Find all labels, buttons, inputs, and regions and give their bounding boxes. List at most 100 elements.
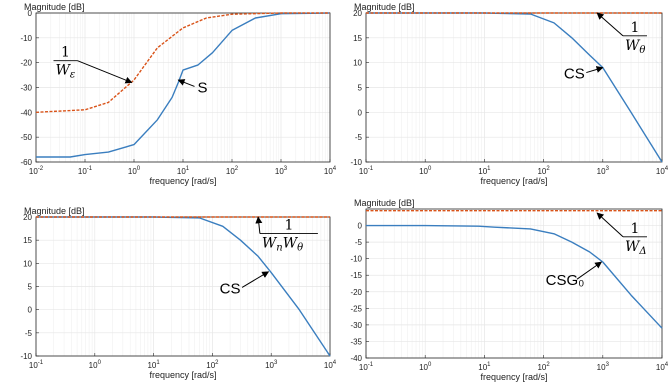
fraction-denominator: Wθ	[625, 38, 645, 56]
y-tick-label: -20	[20, 59, 32, 68]
chart-4: 10-1 100 101 102 103 104 0 -5 -10 -15 -20 -25 -30 -35…	[350, 198, 668, 382]
x-axis-label: frequency [rad/s]	[480, 176, 547, 186]
x-tick-label: 103	[597, 362, 610, 372]
y-tick-label: -10	[20, 34, 32, 43]
grid	[365, 12, 663, 163]
y-axis-label: Magnitude [dB]	[354, 198, 415, 208]
annotation-arrow	[596, 212, 624, 238]
y-tick-label: 20	[23, 213, 32, 222]
annotation: CSG₀	[546, 261, 603, 289]
y-tick-label: -60	[20, 158, 32, 167]
x-tick-label: 101	[478, 362, 491, 372]
annotation: 1 Wθ	[596, 12, 648, 56]
fraction-numerator: 1	[631, 221, 640, 237]
axes-box	[365, 208, 663, 359]
x-tick-label: 104	[656, 362, 668, 372]
fraction-denominator: Wε	[56, 63, 76, 81]
annotation-arrow	[177, 79, 195, 87]
x-tick-label: 104	[324, 166, 337, 176]
annotation: 1 Wε	[53, 45, 133, 84]
y-tick-label: -40	[350, 354, 362, 363]
y-tick-label: -35	[350, 337, 362, 346]
annotation-arrow	[255, 216, 263, 234]
x-tick-label: 10-1	[78, 166, 93, 176]
annotation-label: CS	[220, 280, 241, 297]
x-tick-label: 101	[478, 166, 491, 176]
x-tick-label: 101	[147, 360, 160, 370]
fraction-numerator: 1	[631, 20, 640, 36]
series-line-2	[35, 12, 330, 113]
x-tick-label: 103	[597, 166, 610, 176]
series-line-1	[366, 12, 663, 163]
y-axis-label: Magnitude [dB]	[24, 206, 85, 216]
y-tick-label: -30	[20, 84, 32, 93]
y-tick-label: -25	[350, 304, 362, 313]
y-tick-label: -50	[20, 133, 32, 142]
y-tick-label: 5	[28, 283, 33, 292]
x-tick-label: 103	[265, 360, 278, 370]
y-tick-label: -10	[350, 158, 362, 167]
y-tick-label: -20	[350, 288, 362, 297]
x-tick-label: 100	[89, 360, 102, 370]
y-tick-label: -10	[20, 352, 32, 361]
x-tick-label: 100	[419, 362, 432, 372]
fraction-numerator: 1	[61, 45, 70, 61]
x-tick-label: 10-1	[29, 360, 44, 370]
y-tick-label: -15	[350, 271, 362, 280]
annotation-arrow	[77, 60, 133, 84]
y-axis-label: Magnitude [dB]	[354, 2, 415, 12]
x-tick-label: 102	[537, 166, 550, 176]
y-tick-label: -10	[350, 255, 362, 264]
x-tick-label: 103	[275, 166, 288, 176]
x-tick-label: 102	[537, 362, 550, 372]
x-tick-label: 102	[206, 360, 219, 370]
y-tick-label: 5	[358, 84, 363, 93]
y-tick-label: 0	[28, 9, 33, 18]
x-tick-label: 100	[419, 166, 432, 176]
annotation-arrow	[576, 261, 603, 280]
y-tick-label: -30	[350, 321, 362, 330]
x-tick-label: 104	[324, 360, 337, 370]
x-axis-label: frequency [rad/s]	[480, 372, 547, 382]
x-tick-label: 100	[128, 166, 141, 176]
x-tick-label: 10-1	[359, 166, 374, 176]
series-line-1	[366, 224, 663, 329]
axes-box	[35, 12, 331, 163]
x-tick-label: 104	[656, 166, 668, 176]
fraction-denominator: WΔ	[625, 239, 647, 257]
y-axis-label: Magnitude [dB]	[24, 2, 85, 12]
x-tick-label: 10-2	[29, 166, 44, 176]
annotation-label: CSG₀	[546, 272, 585, 289]
x-axis-label: frequency [rad/s]	[149, 176, 216, 186]
y-tick-label: 10	[23, 259, 32, 268]
x-tick-label: 10-1	[359, 362, 374, 372]
annotation: 1 WnWθ	[255, 216, 318, 254]
y-tick-label: 15	[23, 236, 32, 245]
y-tick-label: 0	[28, 306, 33, 315]
x-tick-label: 102	[226, 166, 239, 176]
y-tick-label: 10	[353, 59, 362, 68]
y-tick-label: 0	[358, 222, 363, 231]
annotation: CS	[220, 271, 270, 297]
x-axis-label: frequency [rad/s]	[149, 370, 216, 380]
y-tick-label: 0	[358, 108, 363, 117]
fraction-denominator: WnWθ	[262, 236, 303, 254]
annotation-arrow	[241, 271, 270, 288]
annotation: CS	[564, 66, 604, 83]
fraction-numerator: 1	[284, 218, 293, 234]
chart-1: 10-2 10-1 100 101 102 103 104 0 -10 -20 -30 -40 -50 -…	[20, 2, 336, 186]
annotation: S	[177, 79, 208, 96]
annotation-arrow	[586, 66, 604, 74]
y-tick-label: -5	[355, 133, 363, 142]
grid	[35, 216, 331, 357]
y-tick-label: 20	[353, 9, 362, 18]
x-tick-label: 101	[177, 166, 190, 176]
y-tick-label: 15	[353, 34, 362, 43]
y-tick-label: -5	[355, 238, 363, 247]
chart-3: 10-1 100 101 102 103 104 20 15 10 5 0 -5 -10 Magnitud…	[20, 206, 336, 380]
annotation-label: S	[197, 79, 207, 96]
annotation-arrow	[596, 12, 624, 37]
y-tick-label: -40	[20, 108, 32, 117]
annotation-label: CS	[564, 66, 585, 83]
